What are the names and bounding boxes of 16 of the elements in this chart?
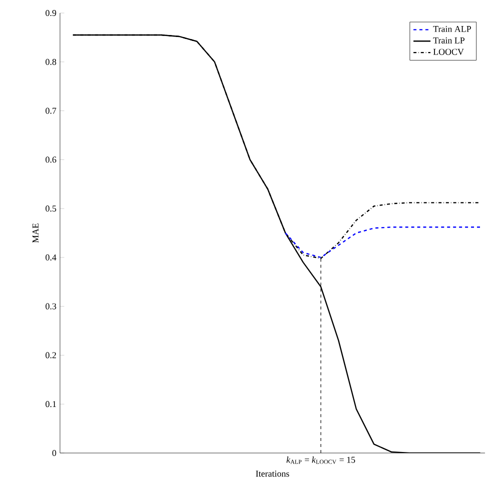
y-axis-title: MAE xyxy=(32,223,38,243)
legend-label: Train LP xyxy=(433,37,464,44)
y-tick-label: 0.5 xyxy=(46,206,56,212)
y-tick-label: 0.1 xyxy=(46,401,56,408)
y-tick-label: 0.6 xyxy=(46,156,56,163)
y-tick-label: 0.4 xyxy=(46,254,56,260)
y-tick-label: 0.9 xyxy=(46,10,56,16)
legend-label: LOOCV xyxy=(433,48,464,55)
y-tick-label: 0.8 xyxy=(46,58,56,65)
x-tick-label: k$_{ALP}$ = k$_{LOOCV}$ = 15 xyxy=(286,456,356,464)
legend-label: Train ALP xyxy=(433,26,471,32)
y-tick-label: 0.3 xyxy=(46,303,56,310)
y-tick-label: 0.7 xyxy=(46,108,56,114)
y-tick-label: 0 xyxy=(52,450,56,456)
y-tick-label: 0.2 xyxy=(46,352,56,358)
x-axis-title: Iterations xyxy=(256,470,290,477)
